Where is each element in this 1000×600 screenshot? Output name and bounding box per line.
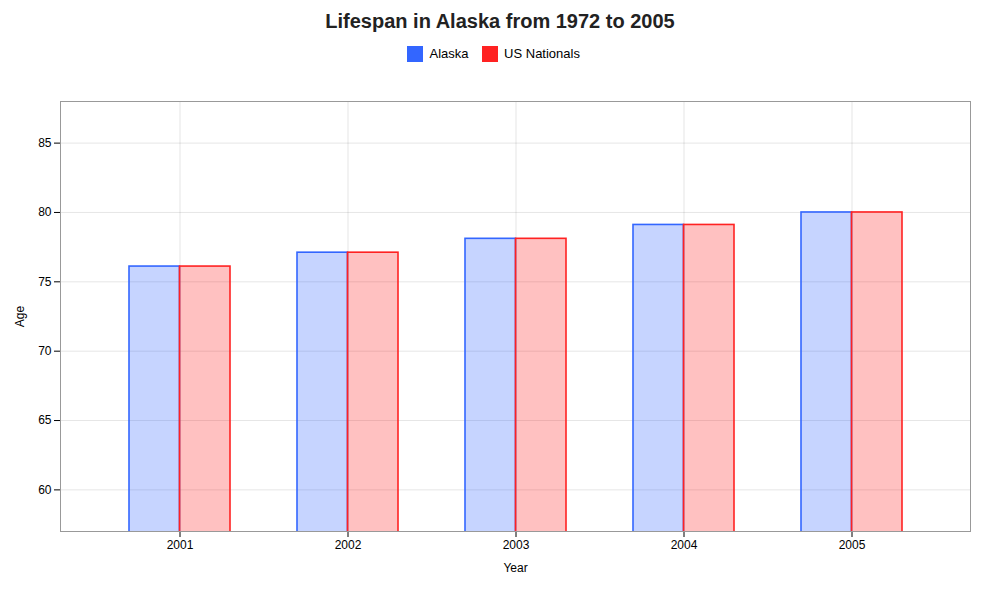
html-text:US Nationals: US Nationals <box>504 46 580 61</box>
svg-text:2005: 2005 <box>839 538 866 552</box>
svg-text:60: 60 <box>38 482 52 496</box>
svg-text:85: 85 <box>38 135 52 149</box>
svg-text:70: 70 <box>38 344 52 358</box>
svg-text:Year: Year <box>503 560 527 574</box>
svg-text:80: 80 <box>38 205 52 219</box>
html-text:Lifespan in Alaska from 1972 t: Lifespan in Alaska from 1972 to 2005 <box>325 10 675 32</box>
svg-text:75: 75 <box>38 274 52 288</box>
html-text:Alaska: Alaska <box>429 46 469 61</box>
svg-text:2002: 2002 <box>335 538 362 552</box>
svg-text:2001: 2001 <box>167 538 194 552</box>
svg-text:Age: Age <box>13 305 27 327</box>
svg-text:2004: 2004 <box>671 538 698 552</box>
svg-text:65: 65 <box>38 413 52 427</box>
svg-text:2003: 2003 <box>503 538 530 552</box>
